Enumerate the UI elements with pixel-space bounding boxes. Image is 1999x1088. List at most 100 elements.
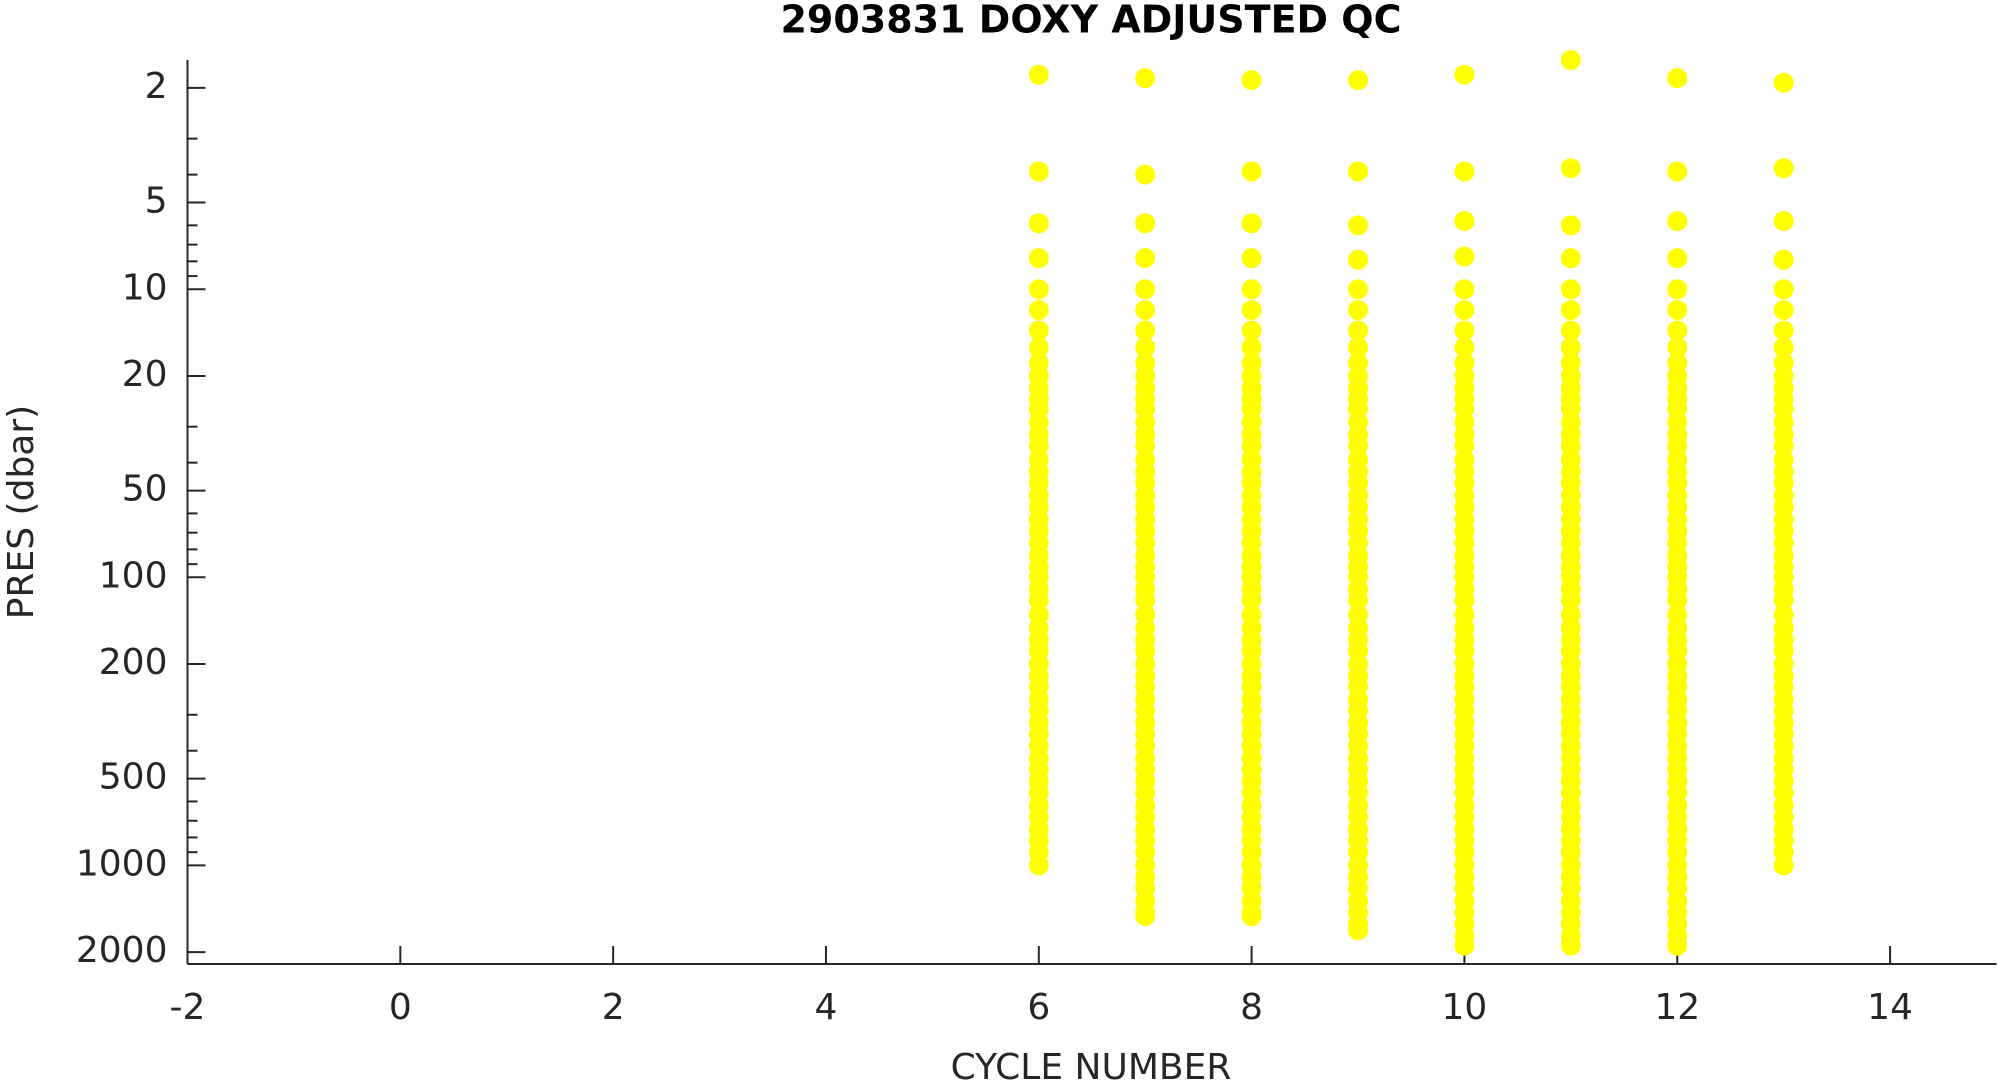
data-point (1241, 398, 1262, 419)
data-point (1135, 68, 1156, 89)
data-point (1028, 213, 1049, 234)
y-tick-label: 2 (145, 66, 168, 107)
data-point (1560, 279, 1581, 300)
data-point (1667, 935, 1688, 956)
y-axis-label: PRES (dbar) (1, 405, 42, 619)
data-point (1348, 161, 1369, 182)
data-point (1028, 248, 1049, 269)
y-tick-label: 500 (99, 757, 168, 798)
data-point (1560, 590, 1581, 611)
data-point (1135, 299, 1156, 320)
data-point (1348, 320, 1369, 341)
y-tick-label: 100 (99, 555, 168, 596)
data-point (1454, 161, 1475, 182)
data-point (1454, 279, 1475, 300)
chart-title: 2903831 DOXY ADJUSTED QC (780, 0, 1401, 42)
data-point (1028, 279, 1049, 300)
x-tick-label: 2 (602, 987, 625, 1028)
data-point (1560, 215, 1581, 236)
data-point (1241, 299, 1262, 320)
data-point (1454, 320, 1475, 341)
data-point (1773, 72, 1794, 93)
y-tick-label: 200 (99, 642, 168, 683)
data-point (1667, 248, 1688, 269)
data-point (1241, 248, 1262, 269)
data-point (1773, 855, 1794, 876)
data-point (1667, 299, 1688, 320)
data-point (1454, 590, 1475, 611)
data-point (1667, 337, 1688, 358)
data-point (1241, 70, 1262, 91)
y-tick-label: 5 (145, 181, 168, 222)
data-point (1348, 337, 1369, 358)
data-point (1560, 158, 1581, 179)
data-point (1667, 590, 1688, 611)
data-point (1135, 320, 1156, 341)
data-point (1028, 161, 1049, 182)
data-point (1560, 320, 1581, 341)
data-point (1560, 248, 1581, 269)
x-tick-label: 12 (1654, 987, 1700, 1028)
data-point (1454, 246, 1475, 267)
data-point (1135, 213, 1156, 234)
x-axis-label: CYCLE NUMBER (951, 1047, 1232, 1088)
data-point (1773, 299, 1794, 320)
data-point (1348, 70, 1369, 91)
x-tick-label: 0 (389, 987, 412, 1028)
data-point (1241, 337, 1262, 358)
data-point (1560, 398, 1581, 419)
data-point (1028, 398, 1049, 419)
data-point (1773, 590, 1794, 611)
data-point (1241, 590, 1262, 611)
y-tick-label: 20 (122, 354, 168, 395)
y-tick-label: 1000 (76, 843, 168, 884)
data-point (1454, 398, 1475, 419)
data-point (1667, 68, 1688, 89)
data-point (1454, 935, 1475, 956)
data-point (1241, 906, 1262, 927)
y-tick-label: 10 (122, 267, 168, 308)
x-tick-label: 8 (1240, 987, 1263, 1028)
data-point (1454, 211, 1475, 232)
x-tick-label: 4 (815, 987, 838, 1028)
data-point (1348, 920, 1369, 941)
data-point (1560, 337, 1581, 358)
data-point (1241, 320, 1262, 341)
data-point (1773, 337, 1794, 358)
data-point (1348, 279, 1369, 300)
data-point (1241, 161, 1262, 182)
data-point (1348, 299, 1369, 320)
data-point (1241, 279, 1262, 300)
x-tick-label: 10 (1442, 987, 1488, 1028)
data-point (1667, 398, 1688, 419)
data-point (1135, 164, 1156, 185)
data-point (1028, 855, 1049, 876)
y-tick-label: 2000 (76, 930, 168, 971)
data-point (1135, 398, 1156, 419)
data-point (1241, 213, 1262, 234)
data-point (1773, 158, 1794, 179)
data-point (1348, 590, 1369, 611)
data-point (1454, 337, 1475, 358)
data-point (1667, 211, 1688, 232)
data-point (1028, 337, 1049, 358)
data-point (1028, 299, 1049, 320)
x-tick-label: 14 (1867, 987, 1913, 1028)
data-point (1135, 906, 1156, 927)
data-point (1773, 249, 1794, 270)
x-tick-label: 6 (1027, 987, 1050, 1028)
data-point (1348, 398, 1369, 419)
data-point (1028, 590, 1049, 611)
data-point (1667, 320, 1688, 341)
data-point (1028, 320, 1049, 341)
data-point (1135, 279, 1156, 300)
data-point (1028, 64, 1049, 85)
data-point (1667, 279, 1688, 300)
data-point (1348, 249, 1369, 270)
data-point (1560, 50, 1581, 70)
data-point (1135, 337, 1156, 358)
data-point (1454, 64, 1475, 85)
data-point (1348, 215, 1369, 236)
data-point (1135, 248, 1156, 269)
